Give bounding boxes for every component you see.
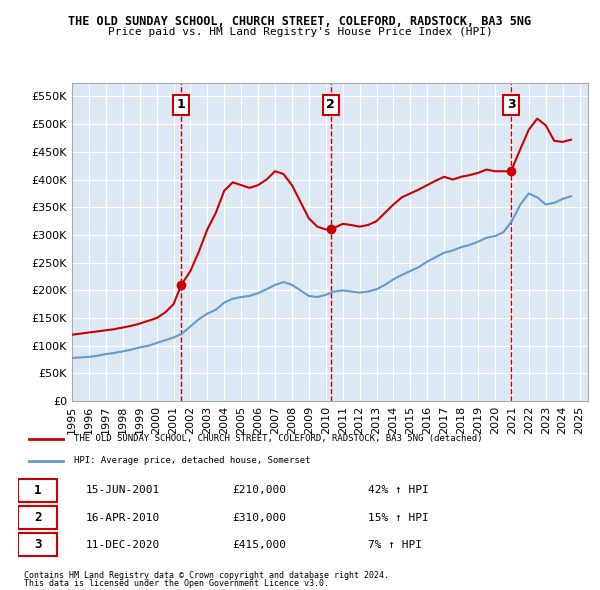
Text: 42% ↑ HPI: 42% ↑ HPI xyxy=(368,486,428,495)
Text: HPI: Average price, detached house, Somerset: HPI: Average price, detached house, Some… xyxy=(74,457,311,466)
Text: Price paid vs. HM Land Registry's House Price Index (HPI): Price paid vs. HM Land Registry's House … xyxy=(107,27,493,37)
Text: This data is licensed under the Open Government Licence v3.0.: This data is licensed under the Open Gov… xyxy=(24,579,329,588)
Text: £310,000: £310,000 xyxy=(232,513,286,523)
Text: 1: 1 xyxy=(177,99,185,112)
Text: 15% ↑ HPI: 15% ↑ HPI xyxy=(368,513,428,523)
FancyBboxPatch shape xyxy=(18,478,58,502)
Text: 1: 1 xyxy=(34,484,41,497)
Text: £415,000: £415,000 xyxy=(232,540,286,550)
Text: THE OLD SUNDAY SCHOOL, CHURCH STREET, COLEFORD, RADSTOCK, BA3 5NG (detached): THE OLD SUNDAY SCHOOL, CHURCH STREET, CO… xyxy=(74,434,483,443)
Text: 11-DEC-2020: 11-DEC-2020 xyxy=(86,540,160,550)
Text: 3: 3 xyxy=(507,99,515,112)
Text: 3: 3 xyxy=(34,538,41,551)
Text: 2: 2 xyxy=(326,99,335,112)
Text: 16-APR-2010: 16-APR-2010 xyxy=(86,513,160,523)
FancyBboxPatch shape xyxy=(18,533,58,556)
FancyBboxPatch shape xyxy=(18,506,58,529)
Text: 15-JUN-2001: 15-JUN-2001 xyxy=(86,486,160,495)
Text: Contains HM Land Registry data © Crown copyright and database right 2024.: Contains HM Land Registry data © Crown c… xyxy=(24,571,389,580)
Text: £210,000: £210,000 xyxy=(232,486,286,495)
Text: THE OLD SUNDAY SCHOOL, CHURCH STREET, COLEFORD, RADSTOCK, BA3 5NG: THE OLD SUNDAY SCHOOL, CHURCH STREET, CO… xyxy=(68,15,532,28)
Text: 7% ↑ HPI: 7% ↑ HPI xyxy=(368,540,422,550)
Text: 2: 2 xyxy=(34,511,41,524)
